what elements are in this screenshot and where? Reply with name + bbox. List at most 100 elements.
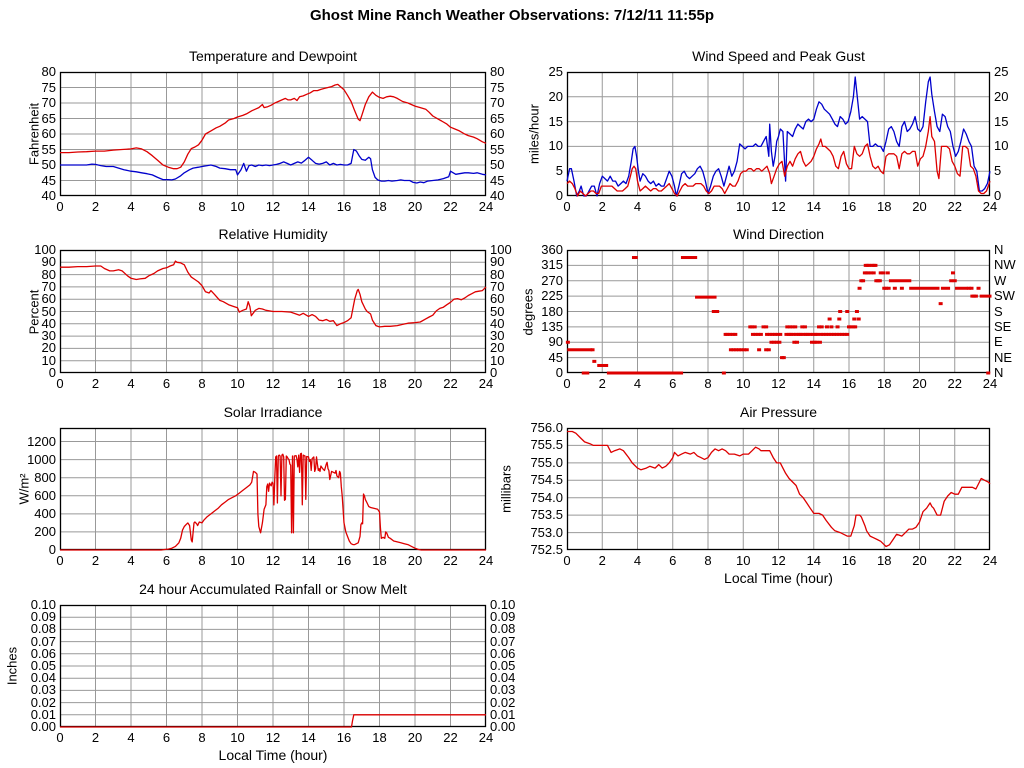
- tick-label: 1200: [27, 433, 56, 449]
- tick-label: 25: [994, 64, 1009, 79]
- tick-label: 756.0: [530, 420, 563, 435]
- tick-label: 45: [41, 172, 56, 188]
- tick-label: 12: [265, 553, 281, 568]
- tick-label: 22: [443, 376, 458, 391]
- tick-label: 30: [490, 328, 505, 344]
- tick-label: 14: [806, 553, 821, 568]
- tick-label: 14: [806, 199, 821, 214]
- tick-label: 800: [34, 469, 56, 485]
- tick-label: 2: [598, 376, 606, 391]
- tick-label: 50: [41, 157, 56, 172]
- tick-label: 55: [41, 141, 56, 157]
- tick-label: 0.06: [30, 645, 56, 661]
- tick-label: 18: [372, 376, 387, 391]
- tick-label: 16: [841, 553, 857, 568]
- tick-label: 10: [230, 376, 245, 391]
- tick-label: 50: [490, 157, 505, 172]
- tick-label: 6: [669, 376, 677, 391]
- tick-label: 40: [490, 315, 505, 331]
- tick-label: 270: [541, 272, 563, 288]
- tick-label: 16: [841, 199, 857, 214]
- tick-label: 90: [548, 334, 563, 350]
- plot-area: [59, 427, 487, 551]
- tick-label: 18: [877, 553, 892, 568]
- tick-label: 20: [490, 340, 505, 356]
- tick-label: 24: [478, 730, 494, 745]
- tick-label: 0.01: [490, 706, 516, 722]
- tick-label: 4: [633, 199, 642, 214]
- tick-label: 0.05: [30, 658, 56, 673]
- tick-label: 6: [669, 199, 677, 214]
- tick-label: 12: [771, 376, 786, 391]
- tick-label: 10: [230, 553, 245, 568]
- tick-label: SE: [994, 318, 1012, 334]
- tick-label: 0: [563, 199, 571, 214]
- tick-label: N: [994, 365, 1004, 380]
- tick-label: 14: [301, 553, 316, 568]
- tick-label: 55: [490, 141, 505, 157]
- tick-label: 90: [41, 254, 56, 270]
- tick-label: 20: [407, 199, 423, 214]
- tick-label: 80: [490, 64, 505, 79]
- tick-label: 14: [301, 376, 316, 391]
- tick-label: 30: [41, 328, 56, 344]
- tick-label: 22: [947, 553, 962, 568]
- tick-label: 22: [947, 376, 962, 391]
- tick-label: 755.0: [530, 454, 563, 470]
- tick-label: 0: [56, 553, 64, 568]
- tick-label: 4: [127, 376, 135, 391]
- tick-label: 0.04: [490, 670, 516, 686]
- page-title: Ghost Mine Ranch Weather Observations: 7…: [309, 7, 715, 24]
- tick-label: 6: [669, 553, 677, 568]
- tick-label: 10: [490, 352, 505, 368]
- tick-label: 0.00: [30, 719, 56, 734]
- tick-label: 8: [198, 199, 206, 214]
- tick-label: 315: [541, 257, 563, 273]
- tick-label: 0: [563, 553, 571, 568]
- tick-label: 10: [736, 553, 751, 568]
- tick-label: 60: [41, 126, 56, 141]
- tick-label: 10: [994, 138, 1009, 154]
- tick-label: 8: [704, 199, 712, 214]
- tick-label: 6: [162, 376, 171, 391]
- tick-label: 60: [41, 291, 56, 307]
- y-axis-label: miles/hour: [526, 104, 542, 164]
- tick-label: 6: [162, 199, 171, 214]
- tick-label: 5: [555, 163, 563, 179]
- tick-label: 2: [91, 199, 100, 214]
- tick-label: 20: [407, 553, 423, 568]
- tick-label: W: [994, 272, 1007, 288]
- tick-label: 80: [41, 64, 56, 79]
- tick-label: 6: [162, 553, 171, 568]
- chart-title: Air Pressure: [739, 404, 818, 420]
- tick-label: 10: [230, 730, 245, 745]
- tick-label: 18: [372, 553, 387, 568]
- chart-canvas: [566, 71, 991, 197]
- plot-area: [566, 71, 991, 197]
- tick-label: 600: [34, 487, 56, 503]
- tick-label: 100: [490, 242, 512, 257]
- tick-label: 0.08: [490, 621, 516, 637]
- tick-label: 8: [704, 553, 712, 568]
- tick-label: 22: [443, 553, 458, 568]
- tick-label: 90: [490, 254, 505, 270]
- tick-label: 15: [994, 113, 1009, 129]
- tick-label: 0.03: [490, 682, 516, 698]
- tick-label: 18: [372, 730, 387, 745]
- tick-label: 0: [555, 365, 563, 380]
- tick-label: 60: [490, 126, 505, 141]
- rainfall-chart: 24 hour Accumulated Rainfall or Snow Mel…: [0, 573, 516, 768]
- tick-label: SW: [994, 288, 1015, 304]
- tick-label: 22: [443, 730, 458, 745]
- chart-title: Wind Direction: [732, 226, 825, 242]
- tick-label: 16: [336, 376, 352, 391]
- tick-label: 755.5: [530, 437, 563, 453]
- tick-label: 65: [490, 110, 505, 126]
- tick-label: 8: [704, 376, 712, 391]
- tick-label: 14: [301, 199, 316, 214]
- tick-label: 40: [41, 315, 56, 331]
- plot-area: [59, 604, 487, 728]
- tick-label: 0: [48, 365, 56, 380]
- chart-canvas: [59, 249, 487, 374]
